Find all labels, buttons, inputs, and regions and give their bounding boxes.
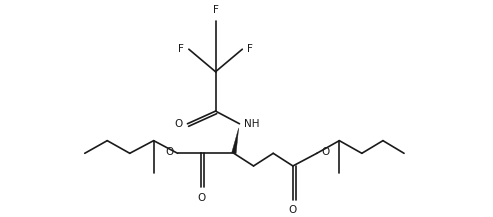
Text: O: O [165, 147, 174, 157]
Text: O: O [289, 205, 297, 215]
Text: NH: NH [244, 119, 259, 129]
Text: O: O [197, 193, 206, 203]
Polygon shape [232, 128, 239, 154]
Text: O: O [174, 119, 182, 129]
Text: F: F [212, 5, 218, 15]
Text: F: F [178, 44, 184, 54]
Text: O: O [321, 147, 329, 157]
Text: F: F [247, 44, 253, 54]
